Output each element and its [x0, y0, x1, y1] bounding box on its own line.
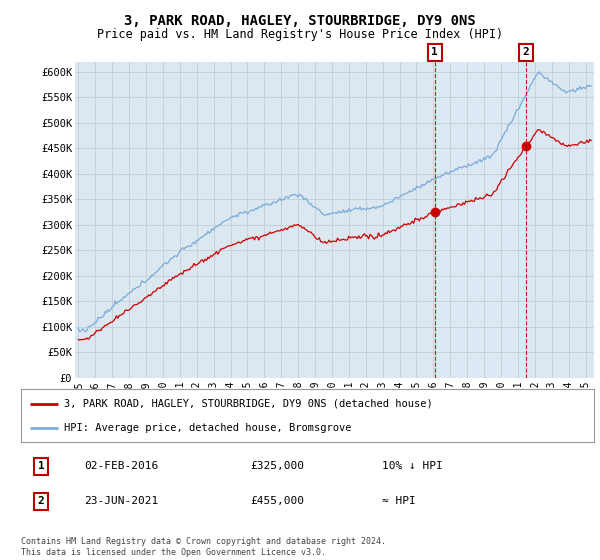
Text: Price paid vs. HM Land Registry's House Price Index (HPI): Price paid vs. HM Land Registry's House …	[97, 28, 503, 41]
Text: ≈ HPI: ≈ HPI	[382, 497, 416, 506]
Text: 23-JUN-2021: 23-JUN-2021	[84, 497, 158, 506]
Text: 2: 2	[523, 48, 529, 58]
Text: Contains HM Land Registry data © Crown copyright and database right 2024.
This d: Contains HM Land Registry data © Crown c…	[21, 537, 386, 557]
Text: 3, PARK ROAD, HAGLEY, STOURBRIDGE, DY9 0NS: 3, PARK ROAD, HAGLEY, STOURBRIDGE, DY9 0…	[124, 14, 476, 28]
Text: 2: 2	[38, 497, 44, 506]
Text: 02-FEB-2016: 02-FEB-2016	[84, 461, 158, 471]
Text: 10% ↓ HPI: 10% ↓ HPI	[382, 461, 443, 471]
Text: £455,000: £455,000	[250, 497, 304, 506]
Text: 1: 1	[431, 48, 438, 58]
Text: 1: 1	[38, 461, 44, 471]
Bar	[435, 62, 526, 378]
Text: HPI: Average price, detached house, Bromsgrove: HPI: Average price, detached house, Brom…	[64, 423, 352, 433]
Text: 3, PARK ROAD, HAGLEY, STOURBRIDGE, DY9 0NS (detached house): 3, PARK ROAD, HAGLEY, STOURBRIDGE, DY9 0…	[64, 399, 433, 409]
Text: £325,000: £325,000	[250, 461, 304, 471]
